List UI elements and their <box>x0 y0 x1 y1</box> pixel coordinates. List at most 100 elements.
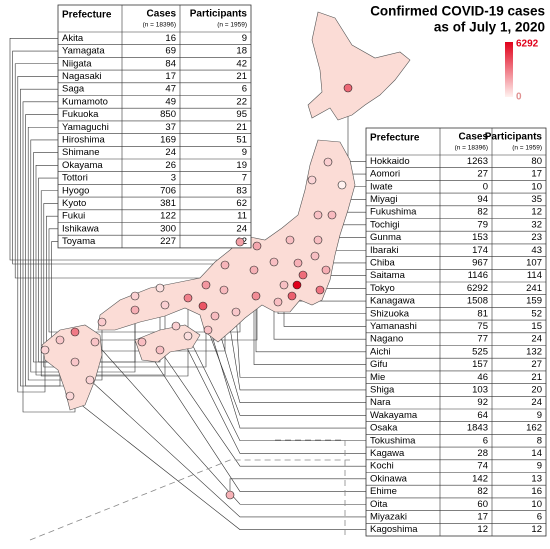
prefecture-marker <box>155 345 165 355</box>
prefecture-marker <box>183 331 193 341</box>
cases: 1263 <box>467 156 488 167</box>
cases: 74 <box>477 461 488 472</box>
header-prefecture: Prefecture <box>370 133 420 144</box>
cases: 49 <box>165 96 176 107</box>
cases: 0 <box>483 181 488 192</box>
leader-line <box>235 311 366 378</box>
cases: 706 <box>160 185 176 196</box>
cases: 1508 <box>467 296 488 307</box>
prefecture-name: Tottori <box>62 173 88 184</box>
cases: 26 <box>165 160 176 171</box>
cases: 17 <box>165 71 176 82</box>
prefecture-marker <box>310 251 320 261</box>
prefecture-name: Kagawa <box>370 448 405 459</box>
cases: 1843 <box>467 423 488 434</box>
cases: 75 <box>477 321 488 332</box>
prefecture-marker <box>171 321 181 331</box>
prefecture-marker <box>137 337 147 347</box>
cases: 69 <box>165 46 176 57</box>
prefecture-name: Miyagi <box>370 194 397 205</box>
prefecture-name: Fukuoka <box>62 109 99 120</box>
header-participants: Participants <box>485 132 543 143</box>
prefecture-name: Nagano <box>370 334 403 345</box>
kyushu <box>41 324 103 411</box>
prefecture-name: Yamaguchi <box>62 122 109 133</box>
cases: 169 <box>160 134 176 145</box>
cases: 27 <box>477 169 488 180</box>
participants: 18 <box>236 46 247 57</box>
participants: 12 <box>531 207 542 218</box>
prefecture-marker <box>183 293 193 303</box>
leader-line <box>159 349 366 467</box>
leader-line <box>17 76 58 393</box>
hokkaido <box>307 11 411 121</box>
prefecture-marker <box>279 280 289 290</box>
cases: 6 <box>483 435 488 446</box>
prefecture-name: Ibaraki <box>370 245 399 256</box>
prefecture-name: Saitama <box>370 270 406 281</box>
participants: 95 <box>236 109 247 120</box>
prefecture-name: Hokkaido <box>370 156 410 167</box>
prefecture-name: Ishikawa <box>62 223 100 234</box>
prefecture-marker <box>287 291 297 301</box>
prefecture-marker <box>269 257 279 267</box>
leader-line <box>43 203 207 368</box>
participants: 23 <box>531 232 542 243</box>
cases: 850 <box>160 109 176 120</box>
prefecture-name: Aichi <box>370 346 391 357</box>
participants: 241 <box>526 283 542 294</box>
participants: 16 <box>531 486 542 497</box>
participants: 10 <box>531 181 542 192</box>
participants: 9 <box>242 33 247 44</box>
tables: Prefecture Cases Participants(n = 18396) (n… <box>57 4 547 537</box>
participants: 19 <box>236 160 247 171</box>
cases: 47 <box>165 84 176 95</box>
cases: 79 <box>477 219 488 230</box>
prefecture-marker <box>225 490 235 500</box>
leader-line <box>27 126 103 381</box>
prefecture-marker <box>251 291 261 301</box>
prefecture-marker <box>70 357 80 367</box>
prefecture-name: Wakayama <box>370 410 418 421</box>
title: Confirmed COVID-19 cases <box>370 4 545 19</box>
prefecture-name: Shiga <box>370 384 395 395</box>
participants: 20 <box>531 384 542 395</box>
prefecture-name: Kochi <box>370 461 394 472</box>
prefecture-marker <box>323 157 333 167</box>
participants: 22 <box>236 96 247 107</box>
participants: 21 <box>531 372 542 383</box>
prefecture-marker <box>298 270 308 280</box>
cases: 1146 <box>468 270 488 281</box>
header-n: (n = 1959) <box>512 145 542 152</box>
prefecture-marker <box>90 337 100 347</box>
cases: 300 <box>160 223 176 234</box>
prefecture-name: Yamagata <box>62 46 105 57</box>
leader-line <box>175 325 366 454</box>
prefecture-name: Aomori <box>370 169 400 180</box>
participants: 9 <box>242 147 247 158</box>
prefecture-marker <box>315 285 325 295</box>
table-frame <box>365 127 547 537</box>
prefecture-marker <box>97 317 107 327</box>
prefecture-name: Nagasaki <box>62 71 102 82</box>
prefecture-name: Tochigi <box>370 219 400 230</box>
cases: 82 <box>477 486 488 497</box>
prefecture-name: Kanagawa <box>370 296 416 307</box>
header-prefecture: Prefecture <box>62 10 112 21</box>
participants: 35 <box>531 194 542 205</box>
prefecture-name: Saga <box>62 84 85 95</box>
prefecture-name: Tokyo <box>370 283 395 294</box>
prefecture-marker <box>313 235 323 245</box>
participants: 10 <box>531 499 542 510</box>
prefecture-name: Okayama <box>62 160 103 171</box>
cases: 60 <box>477 499 488 510</box>
prefecture-name: Tokushima <box>370 435 416 446</box>
prefecture-marker <box>292 280 302 290</box>
inset-border <box>275 439 346 535</box>
prefecture-name: Kagoshima <box>370 524 418 535</box>
participants: 24 <box>236 223 247 234</box>
prefecture-name: Chiba <box>370 257 396 268</box>
participants: 80 <box>531 156 542 167</box>
prefecture-marker <box>273 297 283 307</box>
prefecture-marker <box>40 345 50 355</box>
